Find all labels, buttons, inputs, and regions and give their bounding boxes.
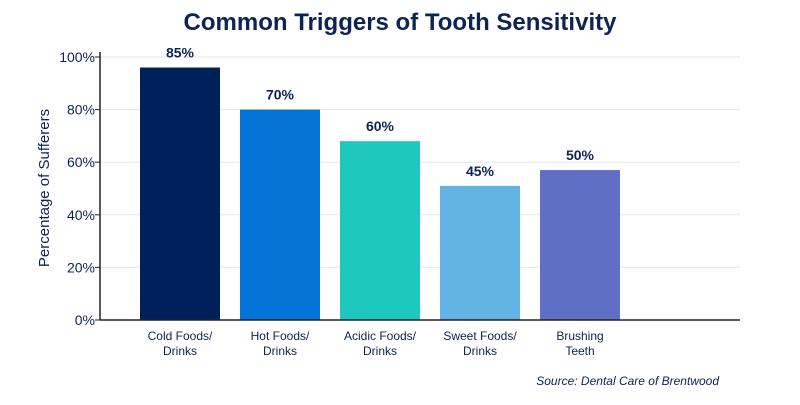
bar xyxy=(340,141,420,320)
y-tick-label: 80% xyxy=(67,102,95,118)
source-note: Source: Dental Care of Brentwood xyxy=(536,374,719,388)
x-tick-label: Teeth xyxy=(565,344,594,358)
x-tick-label: Brushing xyxy=(556,329,603,343)
y-axis-label: Percentage of Sufferers xyxy=(36,109,53,267)
x-tick-label: Drinks xyxy=(463,344,497,358)
bar xyxy=(540,170,620,320)
x-tick-label: Drinks xyxy=(263,344,297,358)
x-tick-label: Drinks xyxy=(363,344,397,358)
data-label: 50% xyxy=(566,147,595,163)
data-label: 60% xyxy=(366,118,395,134)
data-label: 45% xyxy=(466,163,495,179)
y-tick-label: 40% xyxy=(67,207,95,223)
y-tick-labels: 0% 20% 40% 60% 80% 100% xyxy=(59,49,95,328)
bar xyxy=(440,185,520,320)
bar xyxy=(140,67,220,321)
y-tick-label: 0% xyxy=(75,312,95,328)
data-label: 85% xyxy=(166,45,195,61)
x-tick-label: Cold Foods/ xyxy=(148,329,213,343)
x-tick-label: Drinks xyxy=(163,344,197,358)
y-tick-label: 60% xyxy=(67,154,95,170)
bars xyxy=(140,67,620,321)
x-tick-label: Sweet Foods/ xyxy=(443,329,517,343)
x-tick-label: Acidic Foods/ xyxy=(344,329,417,343)
chart-title: Common Triggers of Tooth Sensitivity xyxy=(184,9,618,36)
axes xyxy=(95,52,740,321)
bar xyxy=(240,109,320,320)
y-tick-label: 20% xyxy=(67,259,95,275)
y-tick-label: 100% xyxy=(59,49,95,65)
x-tick-label: Hot Foods/ xyxy=(251,329,310,343)
data-label: 70% xyxy=(266,87,295,103)
data-labels: 85% 70% 60% 45% 50% xyxy=(166,45,595,179)
